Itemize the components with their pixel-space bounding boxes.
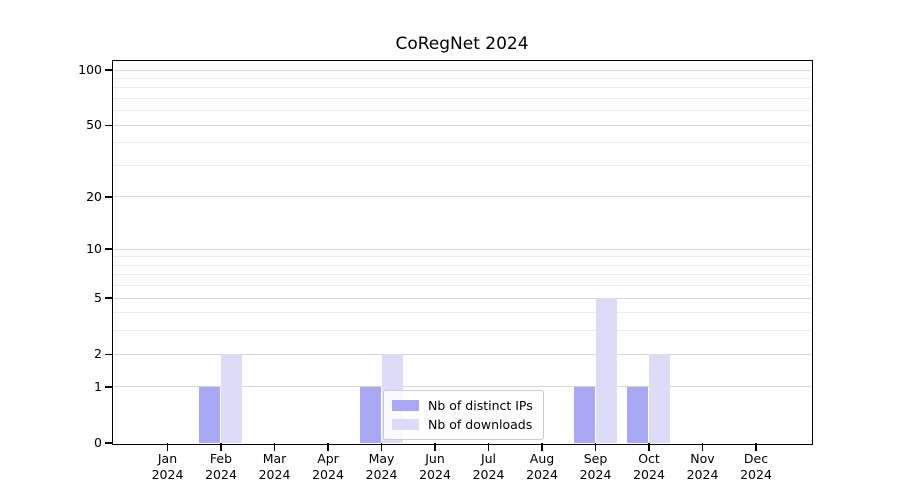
bar-sep-downloads (595, 298, 617, 443)
y-tick-mark (105, 124, 113, 126)
y-tick-label: 0 (94, 435, 102, 450)
y-tick-label: 1 (94, 378, 102, 394)
x-tick-label: May 2024 (365, 451, 398, 482)
x-tick-mark (327, 443, 329, 451)
x-tick-label: Nov 2024 (686, 451, 719, 482)
chart-title: CoRegNet 2024 (395, 34, 529, 54)
y-tick-label: 5 (94, 290, 102, 306)
bar-feb-distinct-ips (199, 386, 220, 443)
y-tick-mark (105, 248, 113, 250)
major-gridline (113, 124, 811, 126)
x-tick-mark (434, 443, 436, 451)
x-tick-mark (487, 443, 490, 451)
x-tick-label: Mar 2024 (258, 451, 291, 482)
minor-gridline (113, 285, 811, 287)
x-tick-label: Jan 2024 (151, 451, 184, 482)
x-tick-mark (594, 443, 597, 451)
x-tick-label: Jun 2024 (419, 451, 451, 482)
legend-label-downloads: Nb of downloads (428, 417, 533, 432)
x-tick-label: Jul 2024 (472, 451, 505, 482)
minor-gridline (113, 312, 811, 314)
major-gridline (113, 297, 811, 299)
y-tick-label: 20 (86, 188, 102, 204)
major-gridline (113, 69, 811, 71)
y-tick-mark (105, 297, 113, 299)
x-tick-mark (380, 443, 383, 451)
major-gridline (113, 196, 811, 198)
legend: Nb of distinct IPs Nb of downloads (383, 390, 544, 440)
legend-swatch-downloads (392, 419, 419, 430)
legend-item-distinct-ips: Nb of distinct IPs (392, 397, 535, 414)
y-tick-mark (105, 442, 113, 444)
y-tick-label: 100 (78, 62, 102, 77)
x-tick-label: Sep 2024 (579, 451, 612, 482)
minor-gridline (113, 274, 811, 276)
major-gridline (113, 386, 811, 388)
y-tick-label: 2 (94, 346, 102, 362)
legend-swatch-distinct-ips (392, 400, 419, 411)
x-tick-label: Oct 2024 (633, 451, 665, 482)
x-tick-mark (273, 443, 276, 451)
x-tick-mark (755, 443, 757, 451)
y-tick-mark (105, 386, 113, 388)
minor-gridline (113, 142, 811, 144)
x-tick-mark (701, 443, 704, 451)
minor-gridline (113, 87, 811, 89)
x-tick-label: Dec 2024 (740, 451, 772, 482)
major-gridline (113, 248, 811, 250)
x-tick-label: Aug 2024 (526, 451, 558, 482)
y-tick-mark (105, 196, 113, 198)
minor-gridline (113, 264, 811, 266)
x-tick-label: Feb 2024 (205, 451, 237, 482)
minor-gridline (113, 330, 811, 332)
minor-gridline (113, 164, 811, 166)
bar-oct-distinct-ips (627, 386, 648, 443)
bar-feb-downloads (221, 354, 242, 443)
minor-gridline (113, 77, 811, 79)
bar-oct-downloads (649, 354, 670, 443)
minor-gridline (113, 256, 811, 258)
legend-label-distinct-ips: Nb of distinct IPs (428, 398, 533, 413)
x-tick-label: Apr 2024 (312, 451, 344, 482)
legend-item-downloads: Nb of downloads (392, 416, 535, 433)
x-tick-mark (220, 443, 222, 451)
minor-gridline (113, 110, 811, 112)
y-tick-mark (105, 353, 113, 355)
y-tick-mark (105, 69, 113, 71)
bar-may-distinct-ips (359, 386, 381, 443)
bar-sep-distinct-ips (573, 386, 595, 443)
y-tick-label: 50 (86, 117, 102, 133)
x-tick-mark (166, 443, 169, 451)
minor-gridline (113, 97, 811, 99)
major-gridline (113, 353, 811, 355)
y-tick-label: 10 (86, 241, 102, 257)
x-tick-mark (541, 443, 543, 451)
x-tick-mark (648, 443, 650, 451)
